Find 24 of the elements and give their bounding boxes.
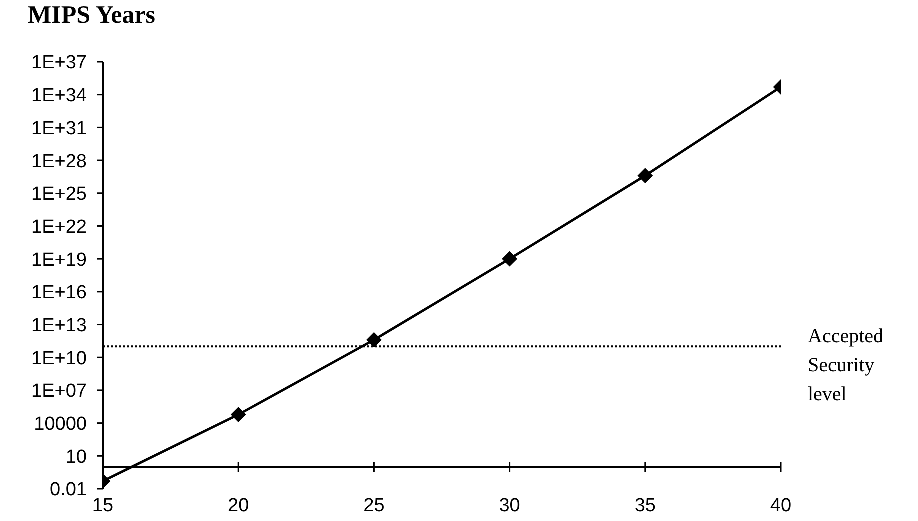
y-tick-label: 1E+10: [32, 348, 87, 370]
y-tick-label: 1E+37: [32, 52, 87, 74]
y-tick-label: 1E+07: [32, 381, 87, 402]
point: [502, 252, 518, 267]
y-tick-label: 1E+34: [32, 86, 88, 107]
y-axis-title: MIPS Years: [28, 2, 156, 30]
x-tick-label: 40: [770, 496, 792, 517]
y-tick-label: 1E+13: [32, 316, 87, 337]
y-tick-label: 1E+31: [32, 118, 87, 140]
x-tick-label: 35: [634, 496, 656, 517]
y-tick-label: 10: [66, 446, 87, 468]
y-tick-label: 1E+19: [32, 250, 87, 271]
x-tick-label: 15: [92, 496, 114, 517]
x-tick-label: 30: [499, 496, 520, 517]
y-tick-label: 1E+16: [32, 282, 87, 304]
y-tick-label: 0.01: [50, 480, 87, 501]
y-tick-label: 1E+25: [32, 184, 87, 206]
x-tick-label: 20: [228, 496, 250, 517]
point: [366, 332, 382, 348]
y-tick-label: 1E+28: [32, 151, 87, 172]
ref-line-label: Accepted Security level: [808, 326, 884, 406]
y-tick-label: 1E+22: [32, 216, 87, 238]
y-tick-label: 10000: [34, 414, 87, 436]
x-tick-label: 25: [364, 496, 385, 517]
